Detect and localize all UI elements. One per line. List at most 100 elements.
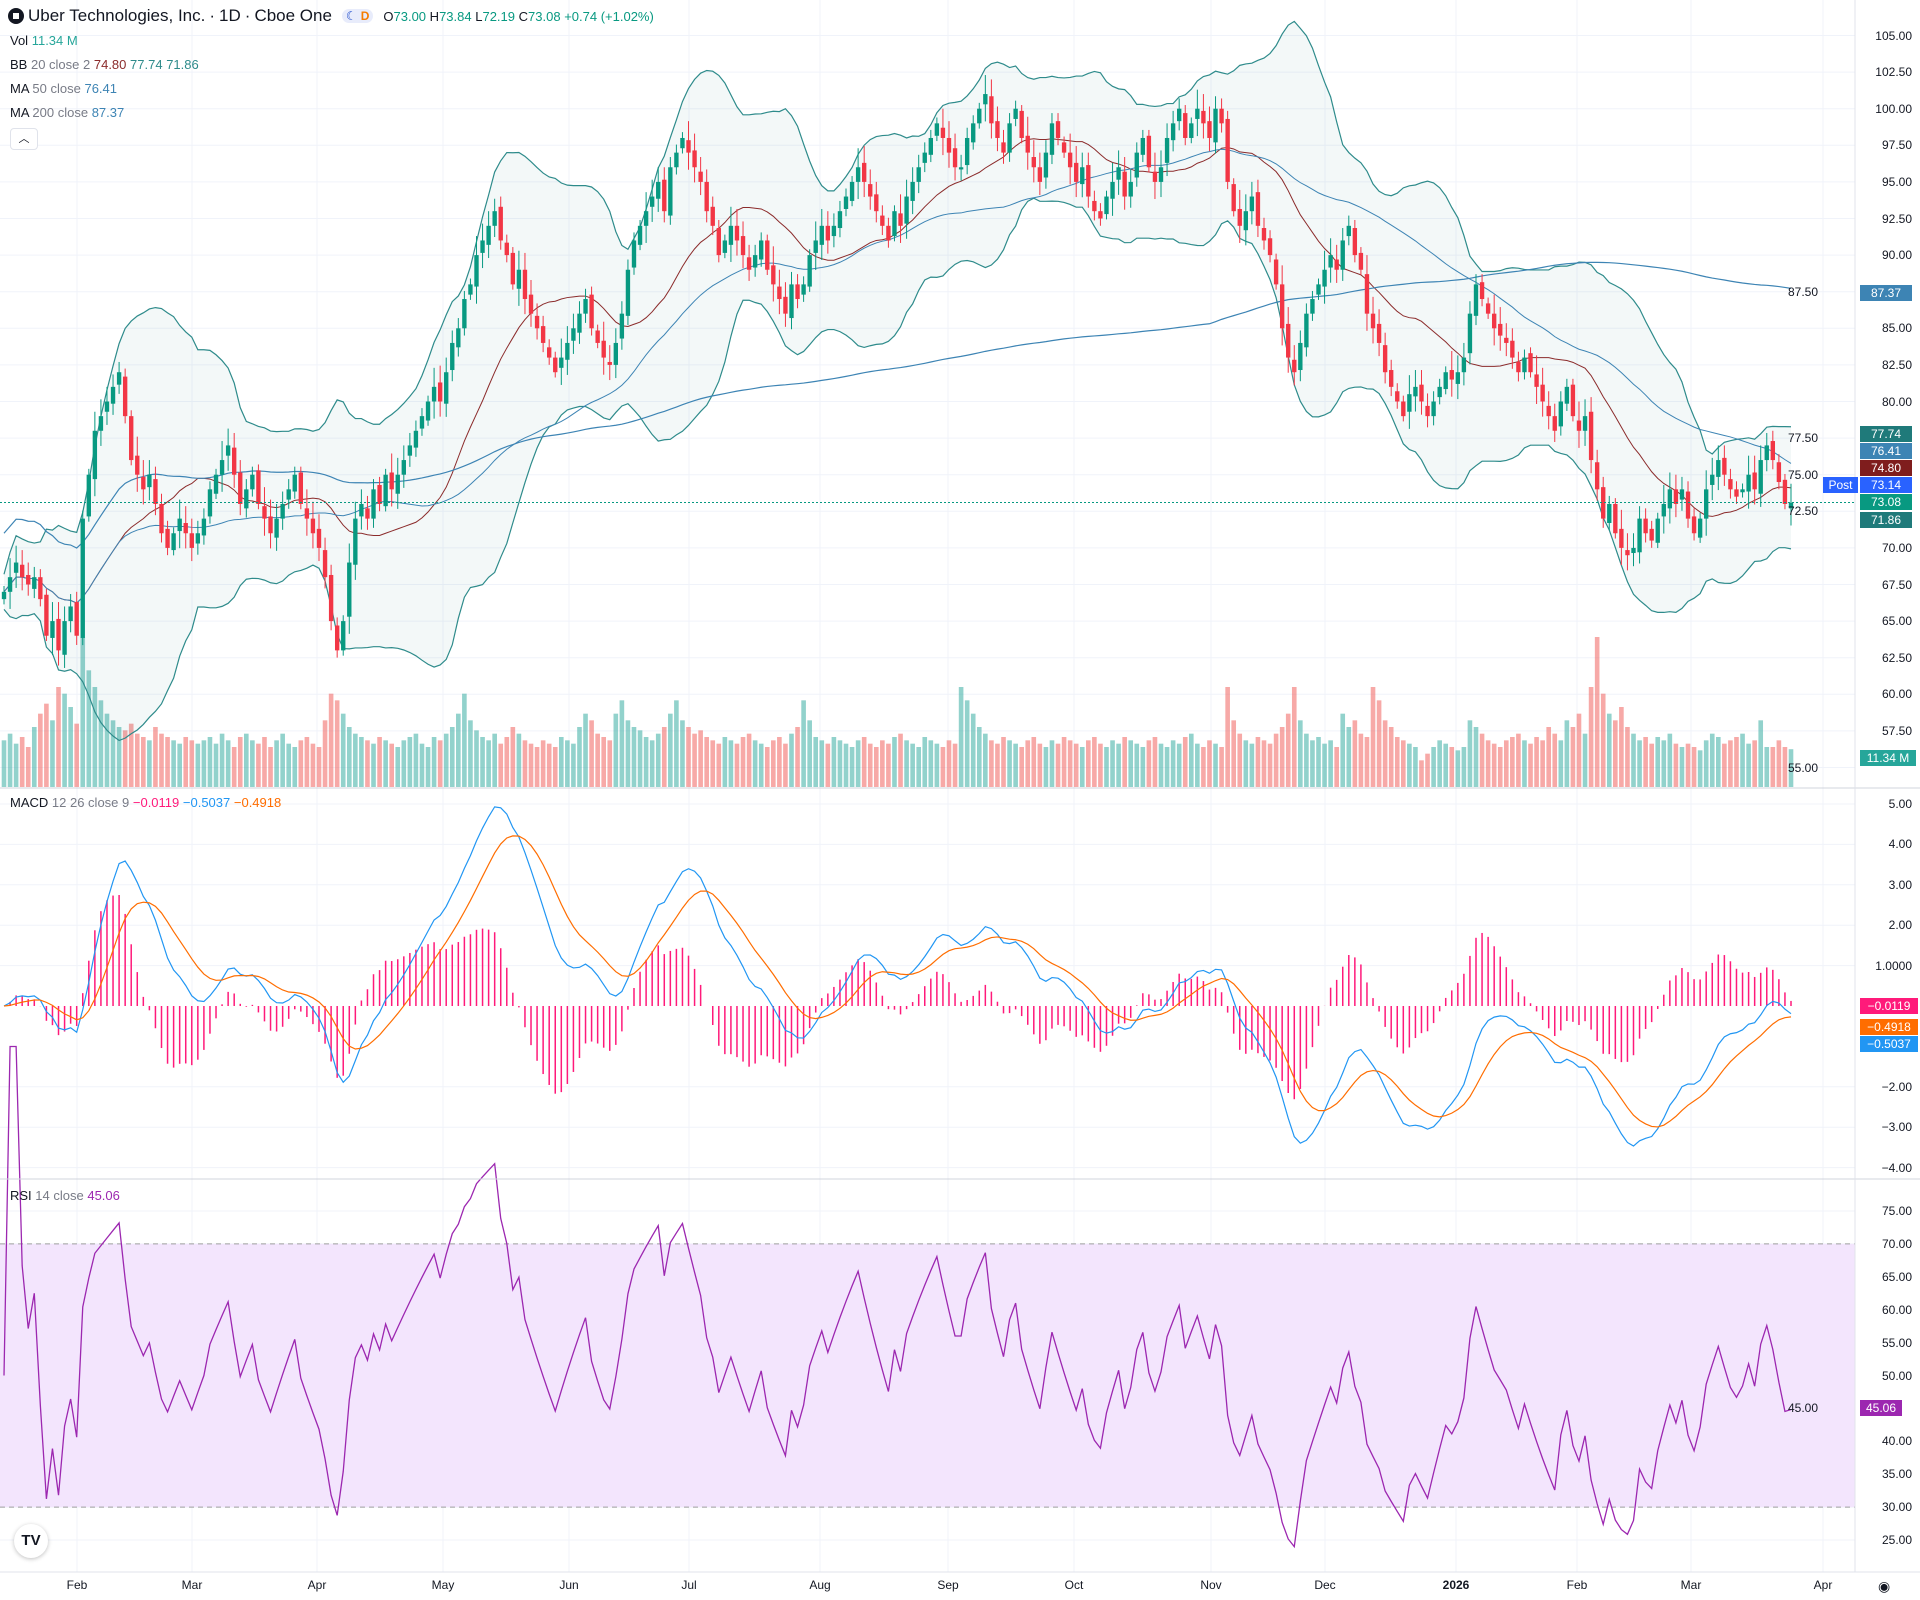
candle	[238, 460, 243, 516]
macd-legend[interactable]: MACD 12 26 close 9 −0.0119 −0.5037 −0.49…	[10, 795, 282, 810]
moon-icon: ☾	[345, 9, 357, 23]
interval[interactable]: 1D	[219, 6, 241, 25]
volume-legend[interactable]: Vol 11.34 M	[10, 33, 78, 48]
collapse-legend-button[interactable]: ︿	[10, 128, 38, 150]
volume-bar	[1479, 733, 1485, 787]
candle	[759, 232, 764, 267]
candle-body	[250, 474, 255, 490]
candle	[734, 208, 740, 256]
candle	[789, 271, 794, 330]
candle-body	[1104, 196, 1109, 215]
time-label: Jun	[559, 1578, 579, 1592]
candle-body	[777, 286, 782, 300]
volume-bar	[110, 720, 116, 787]
volume-bar	[1207, 740, 1212, 787]
price-tick-label: 95.00	[1881, 174, 1912, 189]
volume-bar	[655, 733, 661, 787]
candle-body	[1158, 167, 1164, 182]
volume-bar	[310, 743, 316, 787]
candle	[662, 167, 667, 223]
bb-legend[interactable]: BB 20 close 2 74.80 77.74 71.86	[10, 57, 199, 72]
volume-bar	[419, 743, 425, 787]
volume-bar	[1728, 740, 1733, 787]
candle-body	[1267, 238, 1273, 256]
candle-body	[1594, 462, 1600, 490]
candle	[1255, 179, 1261, 238]
candle	[1389, 359, 1394, 397]
volume-bar	[104, 713, 110, 787]
candle-body	[1746, 474, 1751, 492]
ma200-legend[interactable]: MA 200 close 87.37	[10, 105, 125, 120]
volume-bar	[1201, 747, 1206, 787]
volume-bar	[995, 743, 1000, 787]
candle-body	[1322, 269, 1327, 287]
volume-bar	[449, 727, 455, 787]
candle-body	[1504, 337, 1509, 343]
candle-body	[26, 574, 31, 585]
ma50-legend[interactable]: MA 50 close 76.41	[10, 81, 118, 96]
candle-body	[377, 484, 382, 504]
candle-body	[1613, 503, 1618, 534]
price-tick-label: 80.00	[1881, 394, 1912, 409]
candle	[498, 196, 503, 250]
volume-bar	[680, 720, 685, 787]
volume-bar	[855, 740, 861, 787]
volume-bar	[1649, 743, 1654, 787]
candle	[165, 520, 170, 556]
candle-body	[837, 211, 843, 229]
candle	[716, 219, 721, 263]
candle	[262, 487, 267, 536]
volume-bar	[50, 720, 55, 787]
candle	[135, 436, 140, 492]
candle	[1782, 473, 1788, 510]
volume-bar	[1425, 753, 1430, 787]
candle-body	[528, 294, 534, 314]
candle	[1019, 105, 1024, 144]
candle-body	[98, 416, 104, 431]
volume-bar	[1503, 740, 1509, 787]
candle-body	[1061, 142, 1067, 153]
exchange: Cboe One	[254, 6, 332, 25]
candle	[1455, 355, 1461, 400]
candle-body	[1413, 386, 1418, 397]
volume-bar	[377, 737, 382, 787]
candle	[250, 466, 255, 497]
volume-bar	[704, 737, 709, 787]
volume-bar	[195, 743, 201, 787]
volume-bar	[970, 713, 976, 787]
tradingview-logo[interactable]: TV	[14, 1524, 48, 1558]
rsi-tick-label: 65.00	[1881, 1269, 1912, 1284]
volume-bar	[613, 713, 619, 787]
session-badges[interactable]: ☾ D	[341, 9, 374, 23]
volume-bar	[340, 713, 346, 787]
candle	[922, 142, 927, 173]
volume-bar	[474, 730, 479, 787]
candle-body	[74, 602, 79, 636]
volume-bar	[237, 737, 243, 787]
volume-bar	[752, 740, 758, 787]
volume-bar	[595, 733, 600, 787]
candle-body	[468, 284, 473, 295]
candle	[1201, 94, 1206, 139]
candle-body	[1328, 255, 1333, 268]
symbol-legend[interactable]: Uber Technologies, Inc. · 1D · Cboe One …	[8, 6, 654, 26]
candle	[86, 468, 91, 522]
candle	[1443, 366, 1448, 395]
volume-bar	[359, 737, 364, 787]
volume-bar	[492, 733, 497, 787]
candle	[553, 351, 558, 378]
volume-bar	[13, 743, 19, 787]
volume-bar	[528, 743, 534, 787]
eye-icon[interactable]: ◉	[1878, 1578, 1891, 1594]
candle	[219, 441, 225, 492]
rsi-legend[interactable]: RSI 14 close 45.06	[10, 1188, 120, 1203]
candle	[474, 236, 479, 304]
volume-bar	[1419, 760, 1424, 787]
volume-bar	[873, 747, 879, 787]
volume-bar	[274, 740, 279, 787]
bb-upper-price-tag: 77.74	[1860, 426, 1912, 442]
volume-bar	[1304, 733, 1309, 787]
candle-body	[674, 152, 679, 168]
candle	[1467, 301, 1473, 365]
